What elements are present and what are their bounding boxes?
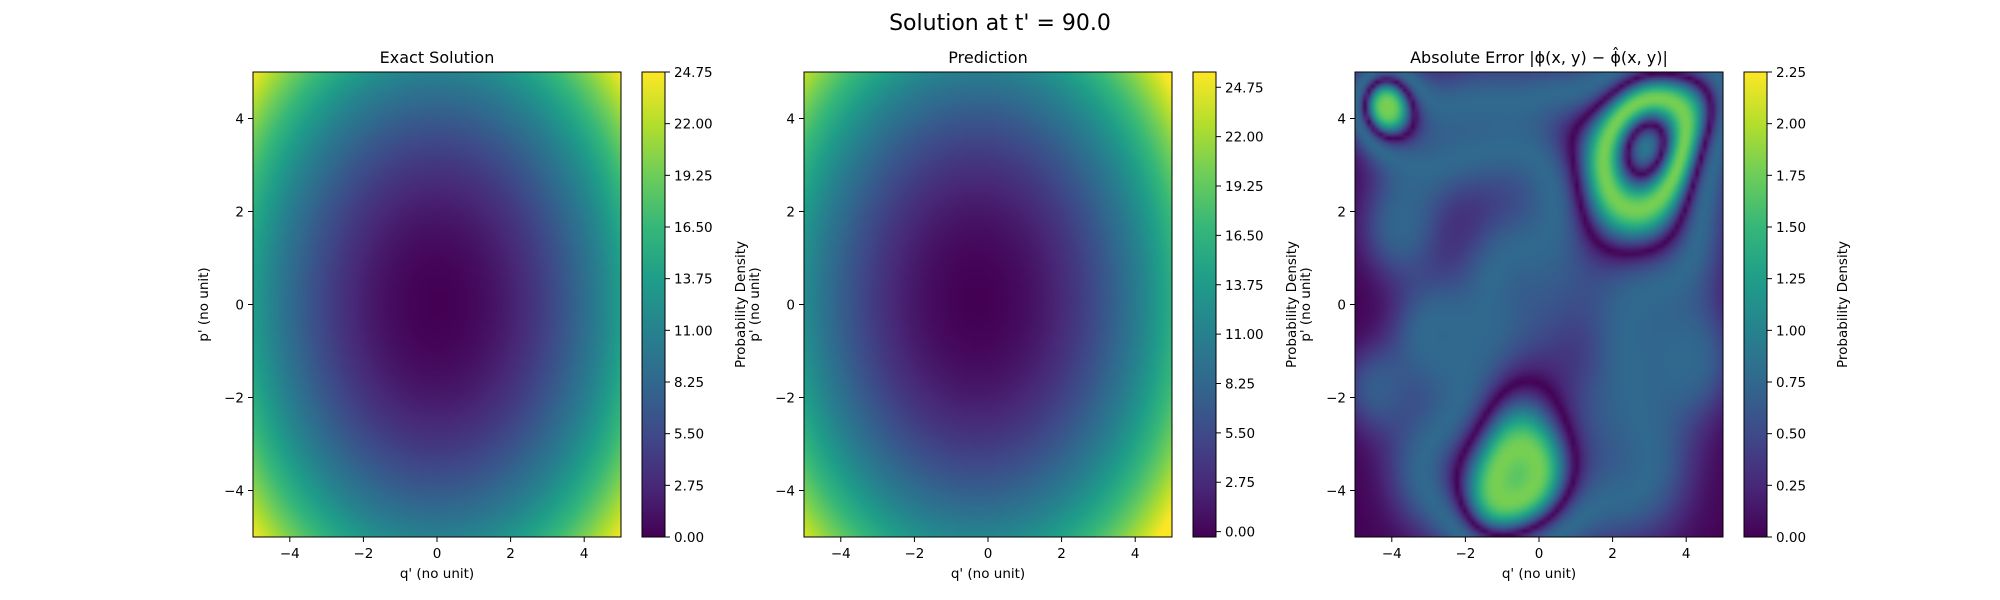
colorbar-tick-label: 22.00: [1225, 130, 1264, 146]
colorbar-tick-label: 24.75: [674, 65, 713, 81]
y-tick-label: 0: [786, 298, 795, 314]
x-tick-label: 4: [580, 546, 589, 562]
colorbar-tick-label: 16.50: [674, 220, 713, 236]
y-axis-label: p' (no unit): [196, 267, 212, 341]
colorbar-tick-label: 1.75: [1776, 168, 1806, 184]
colorbar-tick-label: 0.00: [1225, 525, 1255, 541]
colorbar-tick-label: 2.75: [674, 478, 704, 494]
heatmap-image: [253, 72, 621, 537]
x-tick-label: −2: [904, 546, 924, 562]
y-tick-label: −4: [224, 484, 244, 500]
colorbar-tick-label: 1.50: [1776, 220, 1806, 236]
y-tick-label: 2: [1337, 205, 1346, 221]
colorbar-tick-label: 0.00: [674, 530, 704, 546]
colorbar-tick-label: 22.00: [674, 117, 713, 133]
x-tick-label: 2: [1608, 546, 1617, 562]
colorbar-tick-label: 2.75: [1225, 475, 1255, 491]
y-tick-label: −4: [775, 484, 795, 500]
x-tick-label: −4: [1382, 546, 1402, 562]
y-tick-label: −2: [775, 391, 795, 407]
colorbar: [1192, 71, 1217, 538]
y-tick-label: −4: [1326, 484, 1346, 500]
colorbar-tick-label: 5.50: [1225, 426, 1255, 442]
colorbar-tick-label: 11.00: [1225, 327, 1264, 343]
colorbar-tick-label: 1.00: [1776, 323, 1806, 339]
y-axis-label: p' (no unit): [1298, 267, 1314, 341]
y-tick-label: 2: [786, 205, 795, 221]
y-tick-label: 0: [235, 298, 244, 314]
colorbar-tick-label: 1.25: [1776, 272, 1806, 288]
colorbar-tick-label: 8.25: [1225, 376, 1255, 392]
x-axis-label: q' (no unit): [951, 566, 1025, 582]
subplot-1: Exact Solution −4 −2 0 2 4 −4 −2 0 2 4 q' (no unit)…: [196, 48, 749, 582]
y-tick-label: 4: [235, 112, 244, 128]
x-tick-label: −2: [353, 546, 373, 562]
x-tick-label: 0: [1535, 546, 1544, 562]
y-tick-label: 4: [786, 112, 795, 128]
subplot-2: Prediction −4 −2 0 2 4 −4 −2 0 2 4 q' (no unit) p' (…: [747, 48, 1300, 582]
subplot-3: Absolute Error |ϕ(x, y) − ϕ̂(x, y)| −4 −2 0…: [1298, 47, 1851, 582]
x-axis-label: q' (no unit): [400, 566, 474, 582]
colorbar-tick-label: 24.75: [1225, 80, 1264, 96]
colorbar-label: Probability Density: [1835, 241, 1851, 368]
x-tick-label: 4: [1682, 546, 1691, 562]
colorbar-tick-label: 11.00: [674, 323, 713, 339]
colorbar-tick-label: 0.50: [1776, 427, 1806, 443]
colorbar-label: Probability Density: [1284, 241, 1300, 368]
colorbar-tick-label: 19.25: [1225, 179, 1264, 195]
y-tick-label: −2: [1326, 391, 1346, 407]
subplot-title: Absolute Error |ϕ(x, y) − ϕ̂(x, y)|: [1410, 47, 1668, 67]
x-tick-label: 0: [433, 546, 442, 562]
x-tick-label: 2: [1057, 546, 1066, 562]
colorbar: [641, 71, 666, 538]
y-axis-label: p' (no unit): [747, 267, 763, 341]
colorbar-tick-label: 2.00: [1776, 117, 1806, 133]
heatmap-image: [804, 72, 1172, 537]
y-tick-label: 0: [1337, 298, 1346, 314]
subplot-title: Prediction: [948, 48, 1027, 67]
y-tick-label: 4: [1337, 112, 1346, 128]
colorbar: [1743, 71, 1768, 538]
colorbar-tick-label: 16.50: [1225, 228, 1264, 244]
figure-suptitle: Solution at t' = 90.0: [889, 11, 1111, 36]
colorbar-tick-label: 13.75: [1225, 278, 1264, 294]
colorbar-tick-label: 0.75: [1776, 375, 1806, 391]
x-tick-label: −4: [280, 546, 300, 562]
x-tick-label: 0: [984, 546, 993, 562]
colorbar-tick-label: 0.25: [1776, 478, 1806, 494]
x-tick-label: 2: [506, 546, 515, 562]
colorbar-tick-label: 2.25: [1776, 65, 1806, 81]
colorbar-label: Probability Density: [733, 241, 749, 368]
heatmap-image: [1355, 72, 1723, 537]
colorbar-tick-label: 8.25: [674, 375, 704, 391]
x-tick-label: 4: [1131, 546, 1140, 562]
x-tick-label: −2: [1455, 546, 1475, 562]
subplot-title: Exact Solution: [380, 48, 495, 67]
colorbar-tick-label: 13.75: [674, 272, 713, 288]
colorbar-tick-label: 19.25: [674, 168, 713, 184]
x-axis-label: q' (no unit): [1502, 566, 1576, 582]
colorbar-tick-label: 5.50: [674, 427, 704, 443]
x-tick-label: −4: [831, 546, 851, 562]
colorbar-tick-label: 0.00: [1776, 530, 1806, 546]
y-tick-label: 2: [235, 205, 244, 221]
y-tick-label: −2: [224, 391, 244, 407]
